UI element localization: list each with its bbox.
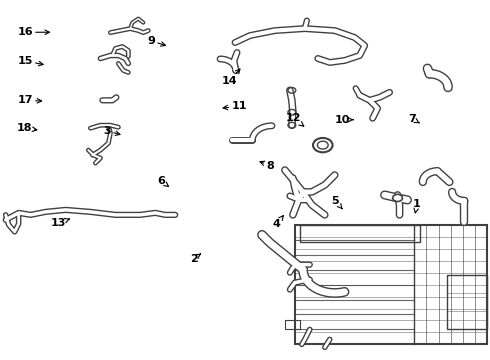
Text: 2: 2 — [190, 254, 200, 264]
Text: 16: 16 — [17, 27, 49, 37]
Text: 12: 12 — [286, 113, 304, 126]
Bar — [295, 225, 488, 345]
Text: 9: 9 — [147, 36, 166, 46]
Text: 7: 7 — [409, 114, 419, 124]
Text: 11: 11 — [223, 102, 247, 112]
Text: 1: 1 — [413, 199, 421, 213]
Text: 5: 5 — [332, 196, 342, 209]
Text: 18: 18 — [16, 123, 37, 133]
Bar — [300, 225, 419, 242]
Text: 8: 8 — [260, 161, 274, 171]
Text: 13: 13 — [50, 218, 70, 228]
Text: 14: 14 — [221, 69, 240, 86]
Text: 4: 4 — [273, 216, 283, 229]
Text: 3: 3 — [103, 126, 120, 136]
Text: 10: 10 — [335, 115, 353, 125]
Text: 15: 15 — [18, 56, 43, 66]
Bar — [447, 275, 488, 329]
Text: 17: 17 — [17, 95, 42, 105]
Text: 6: 6 — [157, 176, 169, 186]
